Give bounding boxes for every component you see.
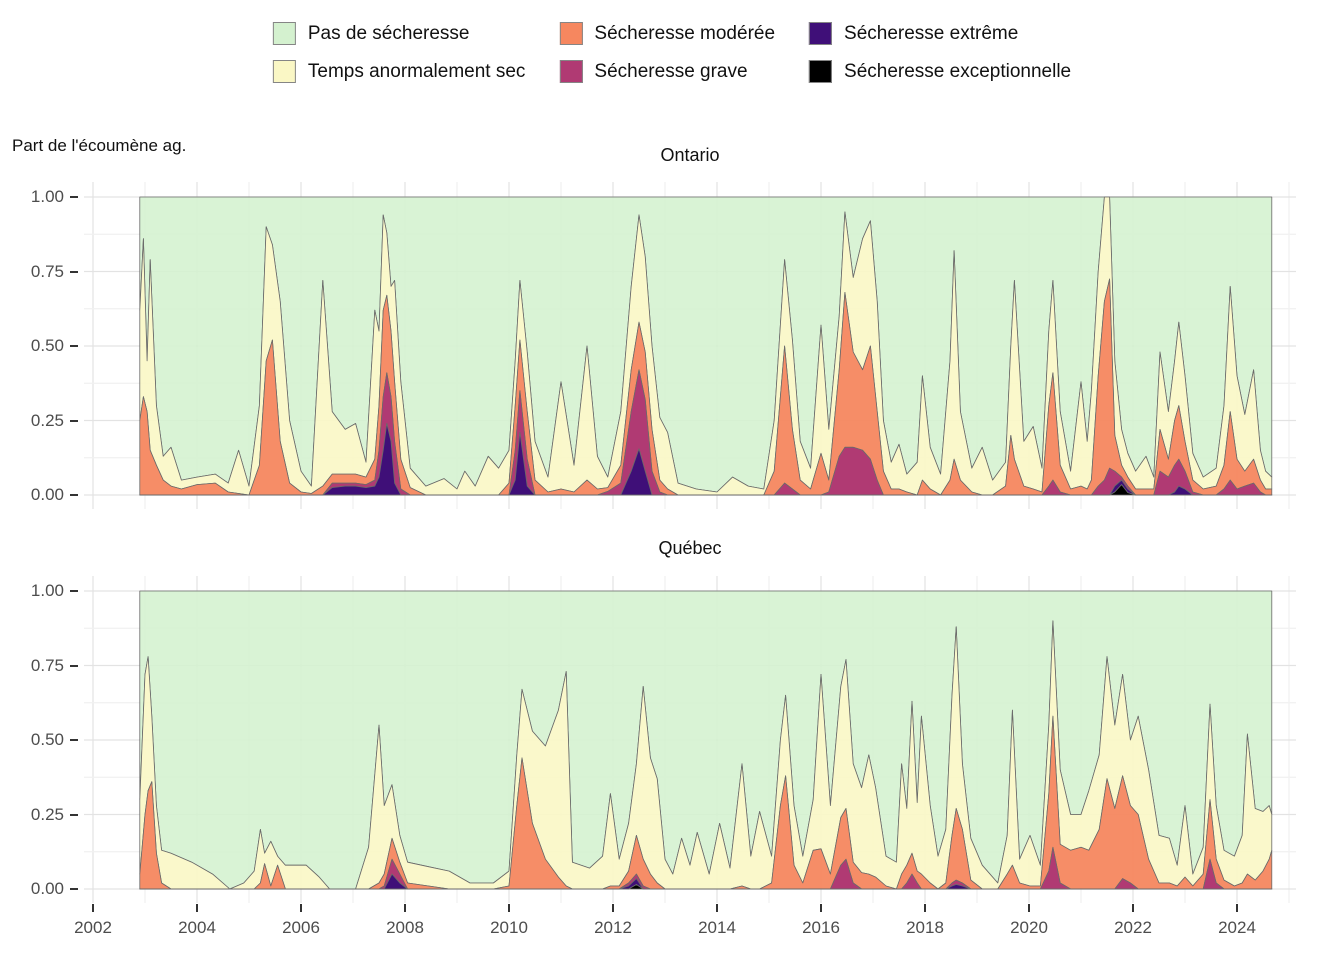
x-tick-mark-2014 — [716, 904, 718, 912]
legend-item-secheresse-exceptionnelle: Sécheresse exceptionnelle — [809, 60, 1071, 83]
x-tick-mark-2008 — [404, 904, 406, 912]
y-tick-mark-0.25-panel1 — [70, 813, 78, 816]
x-tick-label-2016: 2016 — [802, 918, 840, 937]
legend-column-2: Sécheresse modérée Sécheresse grave — [559, 22, 775, 83]
swatch-secheresse-exceptionnelle — [809, 60, 833, 83]
legend-label-secheresse-extreme: Sécheresse extrême — [844, 22, 1019, 44]
legend-label-temps-anormalement-sec: Temps anormalement sec — [307, 60, 526, 82]
x-tick-mark-2016 — [820, 904, 822, 912]
y-tick-mark-0.00-panel0 — [70, 494, 78, 496]
y-tick-label-0.25-panel0: 0.25 — [30, 410, 64, 430]
x-tick-label-2018: 2018 — [906, 918, 944, 937]
x-tick-label-2004: 2004 — [178, 918, 216, 937]
y-tick-mark-0.50-panel0 — [70, 345, 78, 347]
y-tick-mark-0.75-panel1 — [70, 664, 78, 667]
y-tick-mark-1.00-panel1 — [70, 590, 78, 592]
swatch-secheresse-extreme — [809, 22, 833, 45]
y-tick-mark-0.75-panel0 — [70, 270, 78, 273]
x-tick-mark-2004 — [196, 904, 198, 912]
y-tick-label-0.75-panel1: 0.75 — [30, 655, 64, 675]
x-tick-mark-2006 — [300, 904, 302, 912]
x-tick-mark-2020 — [1028, 904, 1030, 912]
band-d4-ontario — [139, 484, 1273, 496]
legend-column-1: Pas de sécheresse Temps anormalement sec — [272, 22, 526, 83]
x-tick-label-2014: 2014 — [698, 918, 736, 937]
y-tick-label-0.25-panel1: 0.25 — [30, 804, 64, 824]
swatch-pas-de-secheresse — [272, 22, 296, 45]
x-tick-mark-2012 — [612, 904, 614, 912]
panel-title-quebec: Québec — [658, 538, 722, 558]
y-tick-label-0.50-panel0: 0.50 — [30, 336, 64, 355]
swatch-secheresse-grave — [559, 60, 583, 83]
area-plot-ontario — [84, 182, 1296, 509]
panel-title-ontario: Ontario — [660, 145, 720, 165]
legend: Pas de sécheresse Temps anormalement sec… — [272, 22, 1071, 83]
legend-label-secheresse-grave: Sécheresse grave — [594, 60, 748, 82]
x-tick-mark-2024 — [1236, 904, 1238, 912]
x-tick-label-2008: 2008 — [386, 918, 424, 937]
legend-column-3: Sécheresse extrême Sécheresse exceptionn… — [809, 22, 1071, 83]
x-tick-label-2024: 2024 — [1218, 918, 1256, 937]
y-tick-label-0.00-panel1: 0.00 — [30, 879, 64, 898]
legend-item-secheresse-grave: Sécheresse grave — [559, 60, 775, 83]
legend-item-pas-de-secheresse: Pas de sécheresse — [272, 22, 526, 45]
y-tick-label-1.00-panel1: 1.00 — [30, 581, 64, 600]
legend-item-secheresse-moderee: Sécheresse modérée — [559, 22, 775, 45]
y-tick-label-0.75-panel0: 0.75 — [30, 261, 64, 281]
legend-label-pas-de-secheresse: Pas de sécheresse — [307, 22, 470, 44]
y-tick-mark-1.00-panel0 — [70, 196, 78, 198]
x-tick-mark-2002 — [92, 904, 94, 912]
band-d4-quebec — [139, 884, 1273, 890]
x-tick-label-2006: 2006 — [282, 918, 320, 937]
x-tick-label-2020: 2020 — [1010, 918, 1048, 937]
x-tick-label-2010: 2010 — [490, 918, 528, 937]
y-tick-label-0.50-panel1: 0.50 — [30, 730, 64, 749]
y-tick-mark-0.25-panel0 — [70, 419, 78, 422]
x-tick-mark-2018 — [924, 904, 926, 912]
y-tick-label-0.00-panel0: 0.00 — [30, 485, 64, 504]
legend-label-secheresse-exceptionnelle: Sécheresse exceptionnelle — [844, 60, 1072, 82]
area-plot-quebec — [84, 576, 1296, 903]
x-tick-label-2002: 2002 — [74, 918, 112, 937]
x-tick-label-2022: 2022 — [1114, 918, 1152, 937]
swatch-temps-anormalement-sec — [272, 60, 296, 83]
y-tick-mark-0.00-panel1 — [70, 888, 78, 890]
y-tick-label-1.00-panel0: 1.00 — [30, 187, 64, 206]
swatch-secheresse-moderee — [559, 22, 583, 45]
legend-item-secheresse-extreme: Sécheresse extrême — [809, 22, 1071, 45]
legend-item-temps-anormalement-sec: Temps anormalement sec — [272, 60, 526, 83]
legend-label-secheresse-moderee: Sécheresse modérée — [594, 22, 776, 44]
y-axis-title: Part de l'écoumène ag. — [12, 136, 187, 155]
y-tick-mark-0.50-panel1 — [70, 739, 78, 741]
x-tick-mark-2010 — [508, 904, 510, 912]
x-tick-mark-2022 — [1132, 904, 1134, 912]
x-tick-label-2012: 2012 — [594, 918, 632, 937]
